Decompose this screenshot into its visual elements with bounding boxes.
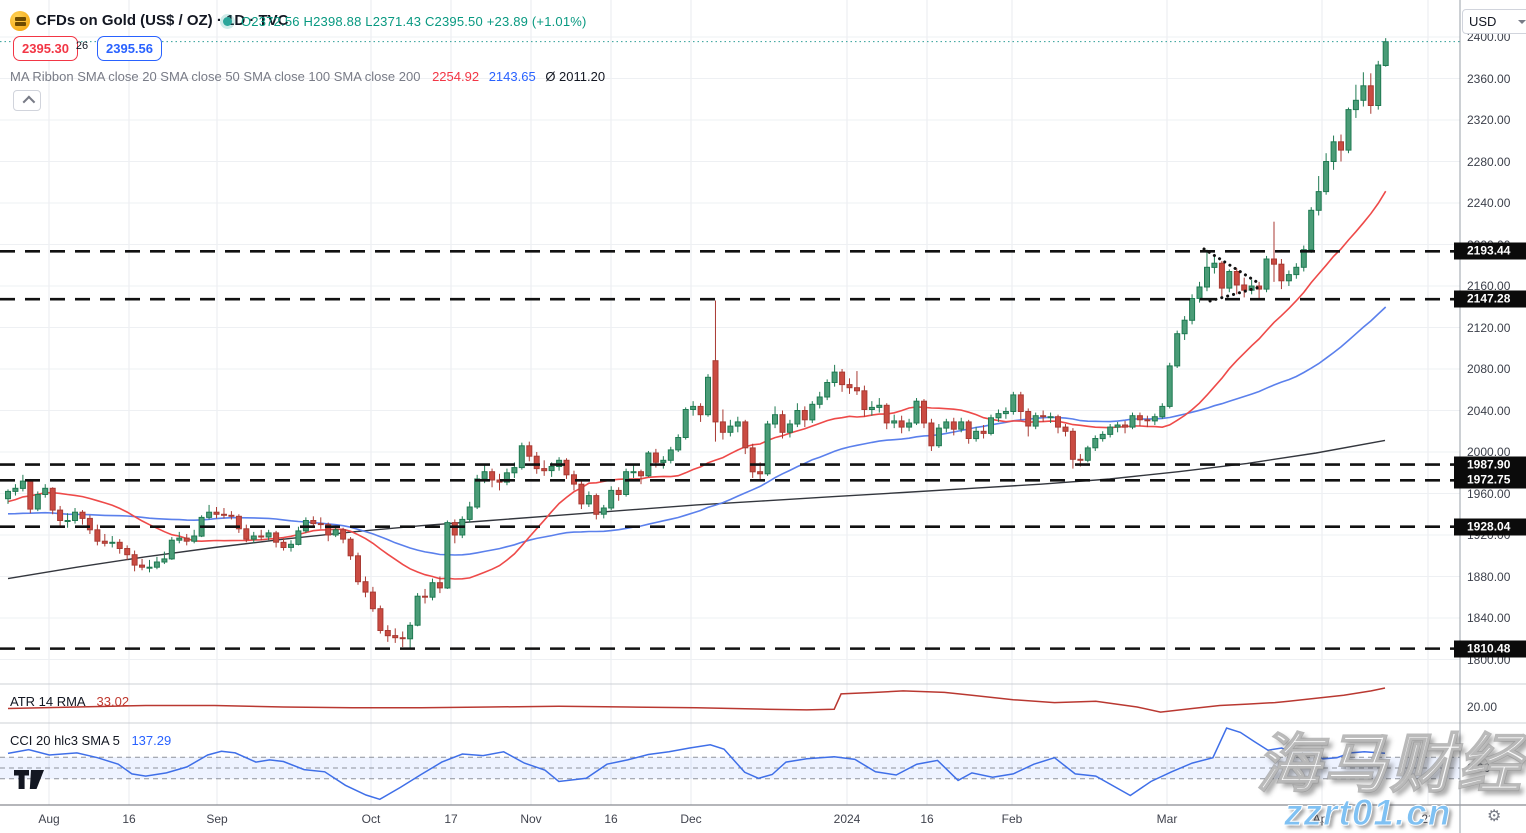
chevron-down-icon xyxy=(1518,19,1526,24)
time-tick-label: 2024 xyxy=(833,812,861,826)
ma-ribbon-legend[interactable]: MA Ribbon SMA close 20 SMA close 50 SMA … xyxy=(10,69,605,84)
time-tick-label: 16 xyxy=(604,812,618,826)
time-tick-label: Feb xyxy=(1001,812,1023,826)
time-tick-label: Mar xyxy=(1156,812,1178,826)
price-tick-label: 1840.00 xyxy=(1467,611,1511,625)
ma-average-value: Ø 2011.20 xyxy=(545,69,606,84)
gold-symbol-icon[interactable] xyxy=(10,11,30,31)
time-tick-label: Dec xyxy=(680,812,702,826)
price-tick-label: 1880.00 xyxy=(1467,569,1511,584)
cci-legend[interactable]: CCI 20 hlc3 SMA 5 137.29 xyxy=(10,733,171,748)
price-tick-label: 2120.00 xyxy=(1467,320,1511,335)
time-tick-label: Oct xyxy=(361,812,381,826)
ma-ribbon-label: MA Ribbon SMA close 20 SMA close 50 SMA … xyxy=(10,69,421,84)
market-status-icon[interactable] xyxy=(223,17,232,26)
ma-sma20-value: 2254.92 xyxy=(432,69,480,84)
price-tick-label: 2360.00 xyxy=(1467,71,1511,86)
tradingview-logo[interactable] xyxy=(14,770,46,790)
price-tick-label: 2080.00 xyxy=(1467,362,1511,376)
level-price-label: 2147.28 xyxy=(1454,290,1526,308)
time-tick-label: Aug xyxy=(38,812,60,826)
sell-button[interactable]: 2395.30 xyxy=(13,36,78,61)
gear-icon[interactable]: ⚙ xyxy=(1487,808,1502,825)
atr-legend[interactable]: ATR 14 RMA 33.02 xyxy=(10,694,129,709)
currency-label: USD xyxy=(1469,14,1497,29)
price-tick-label: 2240.00 xyxy=(1467,196,1511,210)
collapse-legend-button[interactable] xyxy=(13,90,41,111)
currency-dropdown[interactable]: USD xyxy=(1462,9,1526,34)
time-tick-label: Apr xyxy=(1312,812,1332,826)
watermark-url-text: zzrt01.cn xyxy=(1283,792,1452,833)
time-tick-label: Nov xyxy=(520,812,542,826)
watermark-text: 海马财经 xyxy=(1255,727,1524,801)
price-tick-label: 2000.00 xyxy=(1467,445,1511,459)
cci-label: CCI 20 hlc3 SMA 5 xyxy=(10,733,120,748)
atr-label: ATR 14 RMA xyxy=(10,694,85,709)
time-tick-label: 16 xyxy=(920,812,934,826)
level-price-label: 1928.04 xyxy=(1454,518,1526,536)
level-price-label: 1987.90 xyxy=(1454,456,1526,474)
spread-value: 26 xyxy=(75,40,89,52)
level-price-label: 2193.44 xyxy=(1454,242,1526,260)
time-tick-label: 17 xyxy=(444,812,458,826)
ma-sma50-value: 2143.65 xyxy=(488,69,536,84)
cci-value: 137.29 xyxy=(131,733,172,748)
time-tick-label: 22 xyxy=(1421,812,1435,826)
atr-tick-label: 20.00 xyxy=(1467,700,1498,714)
level-price-label: 1810.48 xyxy=(1454,640,1526,658)
cci-tick-label: 0.00 xyxy=(1467,761,1491,775)
price-tick-label: 2280.00 xyxy=(1467,154,1511,169)
atr-value: 33.02 xyxy=(96,694,130,709)
time-tick-label: 16 xyxy=(122,812,136,826)
level-price-label: 1972.75 xyxy=(1454,471,1526,489)
price-tick-label: 2320.00 xyxy=(1467,113,1511,127)
ohlc-readout: O2372.56 H2398.88 L2371.43 C2395.50 +23.… xyxy=(241,14,587,29)
price-tick-label: 2040.00 xyxy=(1467,403,1511,418)
price-tick-label: 1960.00 xyxy=(1467,486,1511,501)
price-tick-label: 2160.00 xyxy=(1467,279,1511,293)
time-tick-label: Sep xyxy=(206,812,228,826)
chevron-up-icon xyxy=(22,95,35,109)
buy-button[interactable]: 2395.56 xyxy=(97,36,162,61)
